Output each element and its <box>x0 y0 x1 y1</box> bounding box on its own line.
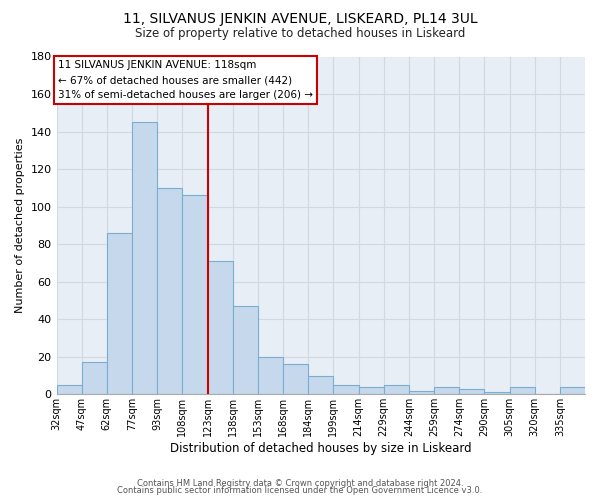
Text: 11, SILVANUS JENKIN AVENUE, LISKEARD, PL14 3UL: 11, SILVANUS JENKIN AVENUE, LISKEARD, PL… <box>122 12 478 26</box>
Bar <box>107 233 132 394</box>
Bar <box>359 387 383 394</box>
Bar <box>484 392 509 394</box>
Bar <box>132 122 157 394</box>
Bar <box>157 188 182 394</box>
Text: Contains HM Land Registry data © Crown copyright and database right 2024.: Contains HM Land Registry data © Crown c… <box>137 478 463 488</box>
Bar <box>258 357 283 395</box>
Bar <box>334 385 359 394</box>
Bar <box>434 387 459 394</box>
Bar <box>459 388 484 394</box>
Text: Contains public sector information licensed under the Open Government Licence v3: Contains public sector information licen… <box>118 486 482 495</box>
Bar <box>383 385 409 394</box>
Y-axis label: Number of detached properties: Number of detached properties <box>15 138 25 313</box>
Bar <box>208 261 233 394</box>
Bar <box>560 387 585 394</box>
Text: Size of property relative to detached houses in Liskeard: Size of property relative to detached ho… <box>135 28 465 40</box>
X-axis label: Distribution of detached houses by size in Liskeard: Distribution of detached houses by size … <box>170 442 472 455</box>
Bar <box>56 385 82 394</box>
Text: 11 SILVANUS JENKIN AVENUE: 118sqm
← 67% of detached houses are smaller (442)
31%: 11 SILVANUS JENKIN AVENUE: 118sqm ← 67% … <box>58 60 313 100</box>
Bar <box>233 306 258 394</box>
Bar <box>182 196 208 394</box>
Bar <box>409 390 434 394</box>
Bar <box>308 376 334 394</box>
Bar <box>509 387 535 394</box>
Bar <box>283 364 308 394</box>
Bar <box>82 362 107 394</box>
